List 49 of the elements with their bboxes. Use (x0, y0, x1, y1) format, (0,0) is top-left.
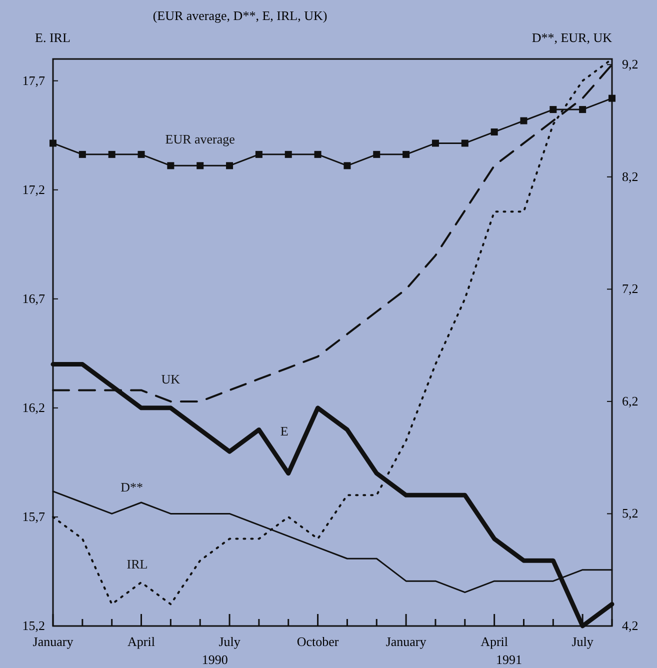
point (78, 150, 86, 158)
y2-axis-title: D**, EUR, UK (532, 30, 613, 45)
x-tick-label: April (128, 634, 156, 649)
point (108, 150, 116, 158)
point (344, 162, 351, 170)
y-tick-label: 16,2 (22, 400, 45, 415)
series-label: EUR average (165, 132, 236, 147)
y-tick-label: 16,7 (22, 290, 46, 306)
point (196, 162, 204, 170)
series-label: UK (161, 371, 181, 386)
point (255, 150, 262, 158)
y-tick-label: 17,7 (22, 72, 46, 88)
point (490, 128, 498, 136)
text: 1991 (496, 652, 522, 667)
point (284, 150, 292, 158)
x-tick-label: January (386, 634, 427, 649)
point (167, 162, 174, 170)
x-tick-label: July (572, 634, 594, 649)
point (550, 106, 557, 114)
text: 1990 (202, 652, 228, 667)
y-axis-title: E. IRL (35, 30, 70, 45)
point (432, 140, 439, 147)
point (579, 106, 586, 114)
y-tick-label: 17,2 (22, 182, 45, 197)
x-tick-label: October (296, 634, 340, 649)
point (138, 150, 145, 158)
y2-tick-label: 4,2 (622, 618, 638, 633)
series-label: IRL (126, 556, 148, 572)
x-tick-label: July (218, 634, 241, 649)
point (50, 140, 56, 147)
chart-subtitle: (EUR average, D**, E, IRL, UK) (152, 8, 328, 23)
point (520, 117, 528, 124)
series-label: E (280, 423, 288, 438)
point (226, 162, 234, 170)
y2-tick-label: 8,2 (622, 168, 638, 184)
x-tick-label: April (480, 634, 508, 649)
y2-tick-label: 6,2 (622, 393, 638, 408)
x-tick-label: January (32, 634, 74, 649)
y-tick-label: 15,2 (22, 618, 45, 633)
point (314, 150, 322, 158)
point (608, 94, 616, 102)
point (402, 150, 410, 158)
point (373, 150, 380, 158)
y2-tick-label: 5,2 (622, 506, 638, 521)
y-tick-label: 15,7 (22, 508, 46, 524)
y2-tick-label: 7,2 (622, 281, 638, 296)
series-label: D** (120, 480, 144, 495)
y2-tick-label: 9,2 (622, 56, 638, 72)
point (461, 140, 468, 147)
